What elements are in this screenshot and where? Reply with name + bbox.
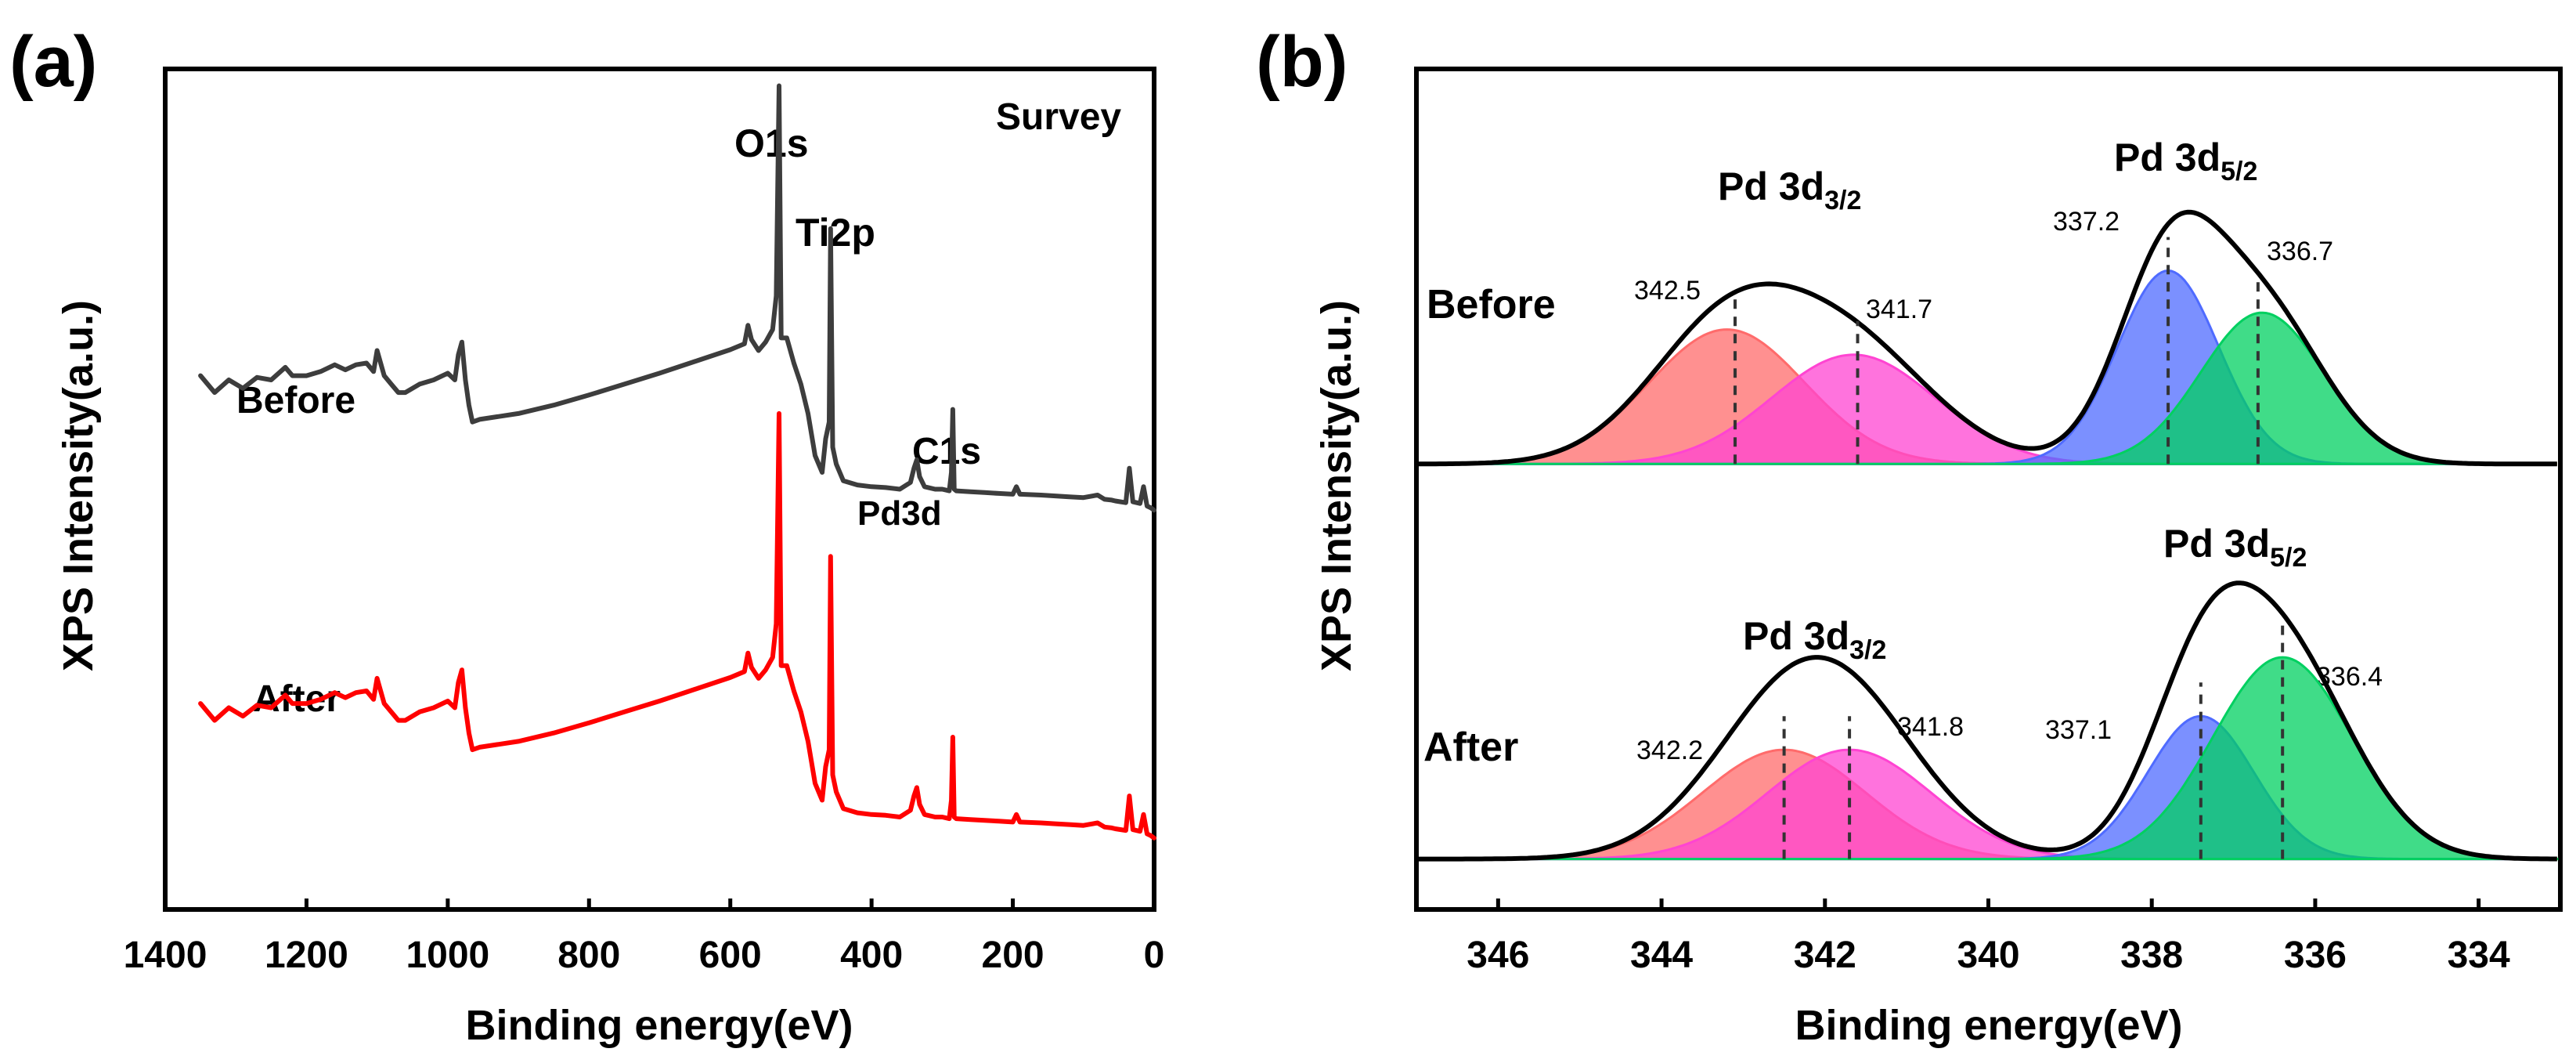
panel-b-components bbox=[1416, 209, 2559, 862]
peak-label-337-1: 337.1 bbox=[2045, 715, 2112, 745]
ti2p-peak-label: Ti2p bbox=[796, 211, 875, 255]
pd-3d52-before-sub: 5/2 bbox=[2221, 157, 2257, 186]
panel-a-tick-label-3: 800 bbox=[557, 935, 620, 976]
panel-a-x-axis-title: Binding energy(eV) bbox=[465, 1002, 853, 1049]
pd-3d32-before-sub: 3/2 bbox=[1824, 186, 1861, 215]
panel-b-label: (b) bbox=[1256, 22, 1348, 102]
panel-b-tick-label-1: 344 bbox=[1630, 935, 1693, 976]
panel-a-series-1 bbox=[198, 410, 1156, 841]
pd-3d52-before-label: Pd 3d5/2 bbox=[2114, 136, 2257, 186]
peak-label-337-2: 337.2 bbox=[2053, 207, 2120, 237]
panel-a-series-0 bbox=[198, 83, 1156, 513]
pd-3d32-before-main: Pd 3d bbox=[1718, 165, 1824, 208]
panel-a-before-label: Before bbox=[236, 380, 355, 421]
pd3d-peak-label: Pd3d bbox=[857, 494, 942, 533]
panel-b-y-axis-title: XPS Intensity(a.u.) bbox=[1313, 300, 1360, 671]
panel-b-after-envelope bbox=[1416, 580, 2557, 862]
pd-3d32-after-main: Pd 3d bbox=[1743, 614, 1849, 658]
panel-b-tick-label-4: 338 bbox=[2120, 935, 2183, 976]
panel-b-tick-label-5: 336 bbox=[2284, 935, 2347, 976]
panel-a-after-label: After bbox=[253, 678, 341, 720]
pd-3d32-before-label: Pd 3d3/2 bbox=[1718, 165, 1861, 215]
panel-a-tick-label-0: 1400 bbox=[124, 935, 207, 976]
panel-a-tick-label-1: 1200 bbox=[265, 935, 348, 976]
panel-a-ticks: 1400 1200 1000 800 600 400 200 0 bbox=[124, 898, 1165, 976]
pd-3d52-after-sub: 5/2 bbox=[2270, 543, 2307, 573]
panel-b-before-label: Before bbox=[1427, 282, 1556, 327]
survey-label: Survey bbox=[996, 96, 1121, 138]
pd-3d52-before-main: Pd 3d bbox=[2114, 136, 2221, 179]
panel-a-tick-label-4: 600 bbox=[699, 935, 762, 976]
panel-b-after-label: After bbox=[1423, 725, 1518, 770]
panel-b-tick-label-0: 346 bbox=[1467, 935, 1529, 976]
peak-label-336-7: 336.7 bbox=[2267, 237, 2333, 266]
peak-label-342-2: 342.2 bbox=[1636, 736, 1703, 765]
pd-3d32-after-label: Pd 3d3/2 bbox=[1743, 614, 1886, 665]
panel-b-x-axis-title: Binding energy(eV) bbox=[1795, 1002, 2182, 1049]
peak-label-341-7: 341.7 bbox=[1866, 295, 1932, 324]
panel-a-y-axis-title: XPS Intensity(a.u.) bbox=[55, 300, 102, 671]
panel-a-tick-label-5: 400 bbox=[840, 935, 903, 976]
c1s-peak-label: C1s bbox=[912, 431, 981, 472]
peak-label-342-5: 342.5 bbox=[1634, 276, 1701, 306]
panel-b-before-envelope bbox=[1416, 209, 2557, 467]
panel-b-ticks: 346 344 342 340 338 336 334 bbox=[1467, 898, 2510, 976]
panel-a-tick-label-6: 200 bbox=[982, 935, 1044, 976]
panel-a-label: (a) bbox=[9, 22, 97, 102]
panel-a-series bbox=[198, 83, 1156, 841]
panel-a-frame bbox=[163, 67, 1156, 912]
pd-3d52-after-label: Pd 3d5/2 bbox=[2163, 522, 2307, 573]
panel-b-tick-label-6: 334 bbox=[2448, 935, 2510, 976]
pd-3d32-after-sub: 3/2 bbox=[1849, 635, 1886, 665]
pd-3d52-after-main: Pd 3d bbox=[2163, 522, 2270, 566]
o1s-peak-label: O1s bbox=[734, 121, 809, 165]
panel-b-tick-label-3: 340 bbox=[1957, 935, 2019, 976]
panel-a-tick-label-7: 0 bbox=[1144, 935, 1165, 976]
panel-a-tick-label-2: 1000 bbox=[406, 935, 489, 976]
panel-b-tick-label-2: 342 bbox=[1794, 935, 1856, 976]
panel-b-markers bbox=[1733, 237, 2285, 859]
